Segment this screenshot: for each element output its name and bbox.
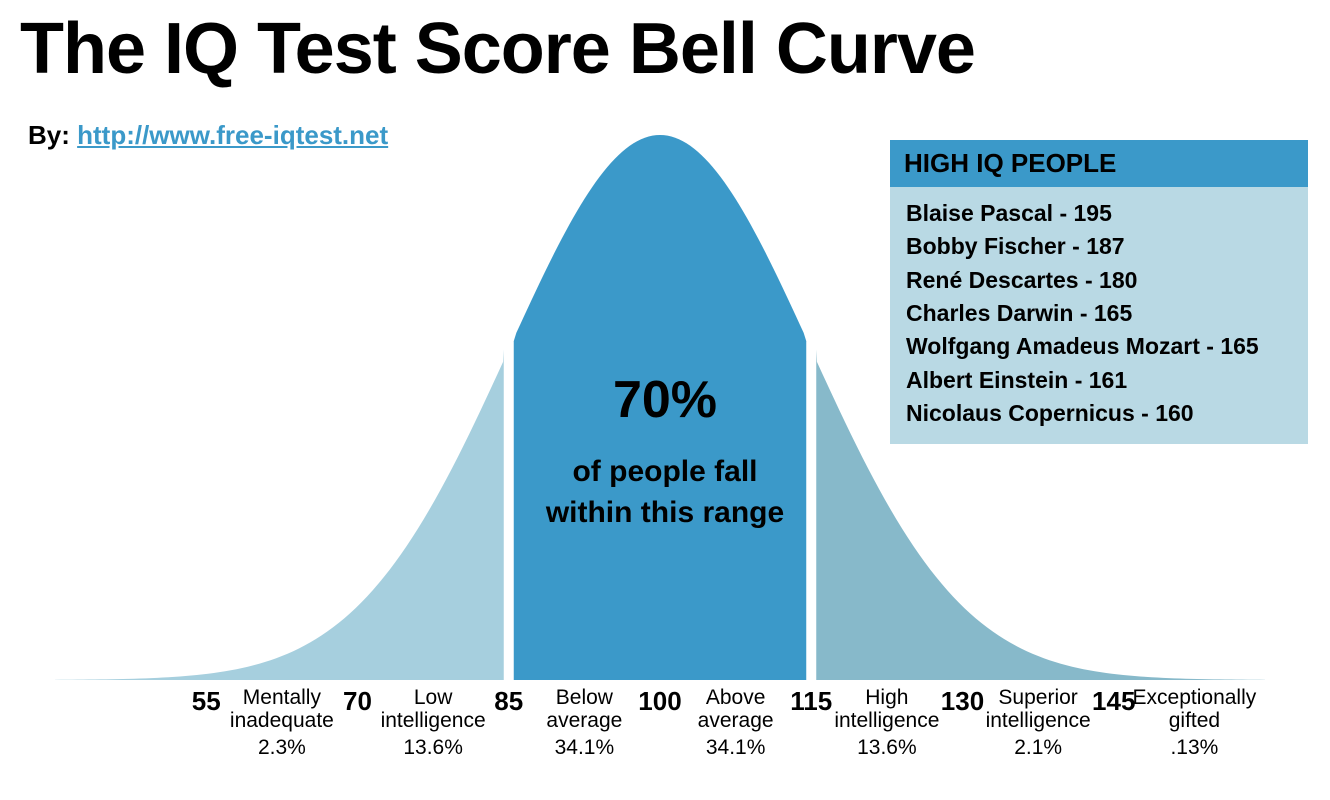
- axis-category: Lowintelligence 13.6%: [363, 686, 503, 760]
- axis-category-percent: 34.1%: [514, 736, 654, 760]
- high-iq-item: Charles Darwin - 165: [906, 297, 1292, 330]
- axis-category: Belowaverage 34.1%: [514, 686, 654, 760]
- axis-category: Highintelligence 13.6%: [817, 686, 957, 760]
- center-sub-line2: within this range: [546, 496, 784, 529]
- center-percent: 70%: [500, 370, 830, 430]
- axis-category: Superiorintelligence 2.1%: [968, 686, 1108, 760]
- axis-category-percent: .13%: [1124, 736, 1264, 760]
- high-iq-list: Blaise Pascal - 195Bobby Fischer - 187Re…: [890, 187, 1308, 444]
- axis-category: Exceptionallygifted .13%: [1124, 686, 1264, 760]
- center-sub-line1: of people fall: [572, 455, 757, 488]
- axis-category-label: Lowintelligence: [363, 686, 503, 732]
- axis-category-label: Exceptionallygifted: [1124, 686, 1264, 732]
- axis-category-percent: 13.6%: [817, 736, 957, 760]
- axis-category: Mentallyinadequate 2.3%: [212, 686, 352, 760]
- high-iq-item: Wolfgang Amadeus Mozart - 165: [906, 330, 1292, 363]
- high-iq-item: René Descartes - 180: [906, 264, 1292, 297]
- page-title: The IQ Test Score Bell Curve: [20, 8, 975, 90]
- axis-category: Aboveaverage 34.1%: [666, 686, 806, 760]
- axis-category-label: Superiorintelligence: [968, 686, 1108, 732]
- center-subtitle: of people fall within this range: [500, 452, 830, 533]
- axis-category-label: Highintelligence: [817, 686, 957, 732]
- axis-category-percent: 2.3%: [212, 736, 352, 760]
- bell-segment: [55, 349, 504, 680]
- high-iq-item: Bobby Fischer - 187: [906, 230, 1292, 263]
- high-iq-item: Blaise Pascal - 195: [906, 197, 1292, 230]
- high-iq-item: Albert Einstein - 161: [906, 364, 1292, 397]
- high-iq-header: HIGH IQ PEOPLE: [890, 140, 1308, 187]
- x-axis: 557085100115130145Mentallyinadequate2.3%…: [55, 686, 1265, 776]
- center-label: 70% of people fall within this range: [500, 370, 830, 533]
- high-iq-panel: HIGH IQ PEOPLE Blaise Pascal - 195Bobby …: [890, 140, 1308, 444]
- axis-category-label: Belowaverage: [514, 686, 654, 732]
- axis-category-label: Mentallyinadequate: [212, 686, 352, 732]
- axis-category-percent: 13.6%: [363, 736, 503, 760]
- axis-category-label: Aboveaverage: [666, 686, 806, 732]
- axis-category-percent: 34.1%: [666, 736, 806, 760]
- axis-category-percent: 2.1%: [968, 736, 1108, 760]
- high-iq-item: Nicolaus Copernicus - 160: [906, 397, 1292, 430]
